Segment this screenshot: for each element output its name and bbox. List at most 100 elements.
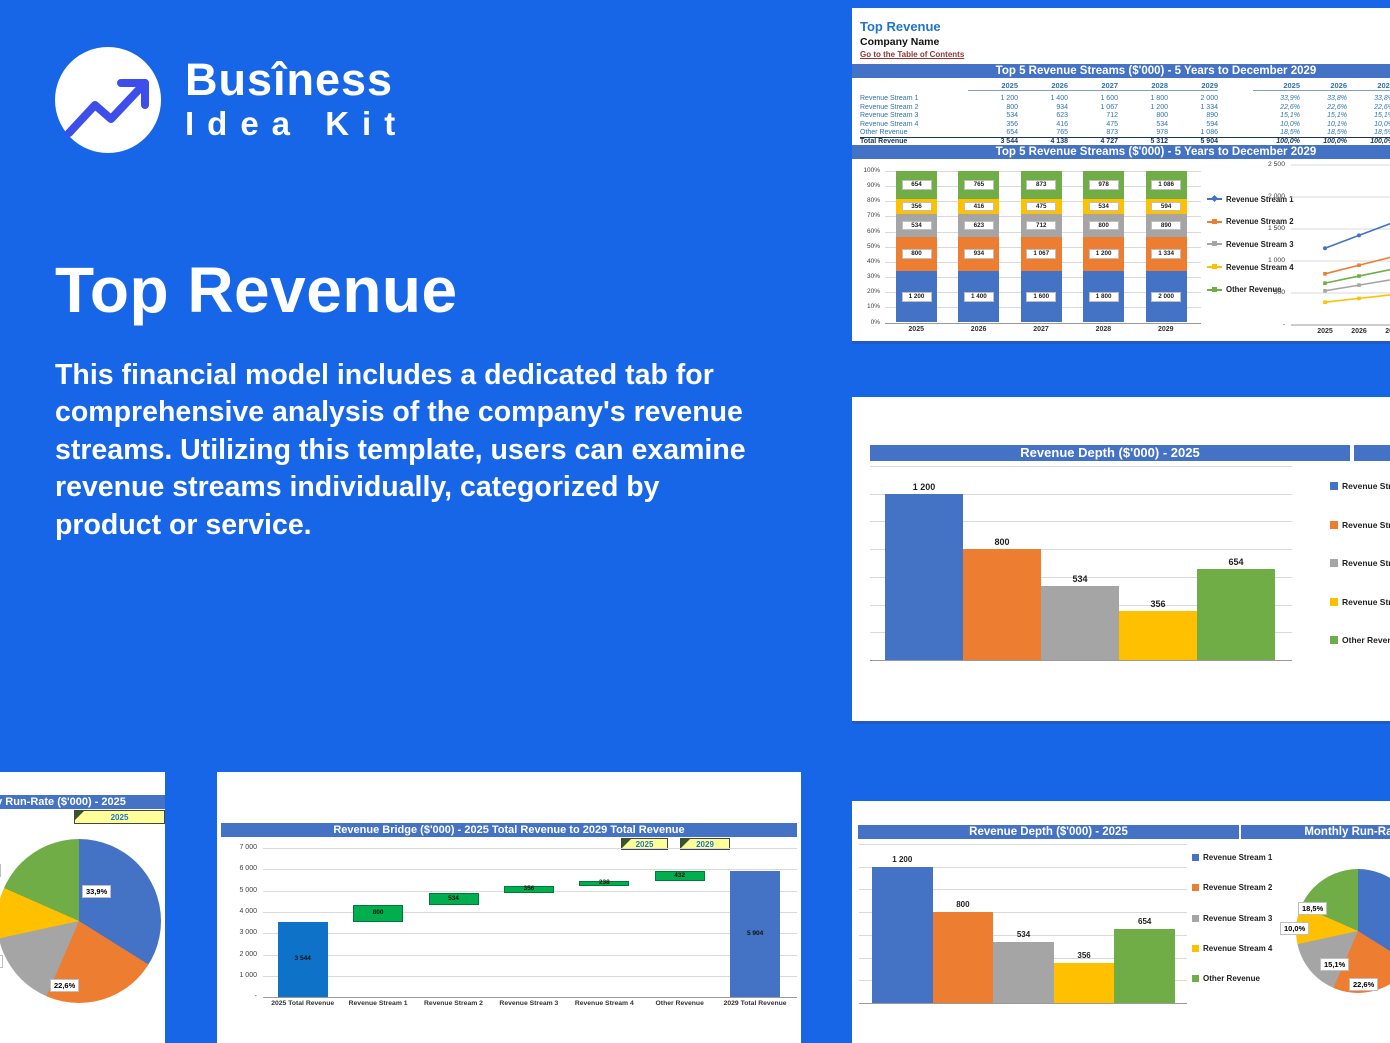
pie-slice-label: 18,5% (1298, 902, 1328, 915)
table-of-contents-link[interactable]: Go to the Table of Contents (860, 50, 965, 59)
table-cell-percent: 10,0% (1374, 120, 1390, 128)
pie-slice-label: 33,9% (82, 885, 112, 898)
revenue-depth-header: Revenue Depth ($'000) - 2025 (870, 445, 1350, 461)
bar-segment-label: 1 200 (1088, 249, 1119, 259)
bridge-bar (654, 871, 705, 881)
line-y-tick-label: 1 000 (1267, 257, 1285, 264)
bar-segment-label: 800 (1088, 220, 1119, 231)
legend-color-swatch (1192, 854, 1199, 861)
table-cell-percent: 15,1% (1374, 112, 1390, 120)
bridge-bar (353, 904, 404, 922)
legend-label: Revenue Stream 2 (1203, 883, 1273, 893)
bar-segment-label: 1 200 (901, 292, 932, 302)
table-pct-year-header: 2027 (1347, 81, 1390, 92)
table-cell-percent: 22,6% (1327, 103, 1347, 111)
legend-item: Revenue Stream 4 (1330, 597, 1390, 607)
bar-segment-label: 534 (1088, 201, 1119, 212)
trend-arrow-icon (65, 79, 149, 137)
brand-name: Busîness Idea Kit (185, 56, 408, 144)
stacked-x-label: 2025 (908, 326, 924, 333)
depth-bar-value: 1 200 (912, 481, 936, 492)
depth-gridline (859, 866, 1187, 868)
bridge-year-from-dropdown[interactable]: 2025 (621, 838, 668, 850)
table-row-label: Other Revenue (860, 128, 908, 136)
stacked-y-tick-label: 30% (866, 273, 880, 281)
legend-label: Revenue Stream 3 (1203, 913, 1273, 923)
depth-bar (932, 912, 994, 1003)
bridge-y-tick-label: - (254, 993, 257, 1001)
legend-item: Revenue Stream 3 (1207, 239, 1294, 249)
legend-color-swatch (1330, 520, 1338, 529)
bridge-bar (277, 921, 328, 997)
table-row-label: Revenue Stream 3 (860, 112, 919, 120)
bar-segment-label: 623 (963, 220, 994, 231)
bar-segment-label: 1 800 (1088, 292, 1119, 302)
brand-name-line1: Busîness (185, 54, 394, 105)
table-cell-value: 800 (1006, 103, 1018, 111)
table-cell-percent: 33,8% (1327, 95, 1347, 103)
bridge-gridline (263, 997, 797, 999)
line-series (1324, 268, 1390, 284)
legend-item: Revenue Stream 2 (1330, 520, 1390, 530)
line-x-label: 2027 (1385, 328, 1390, 335)
table-total-percent: 100,0% (1300, 137, 1347, 146)
year-filter-value: 2025 (110, 812, 129, 822)
line-x-label: 2026 (1351, 328, 1367, 335)
depth-bar-value: 534 (1016, 930, 1031, 940)
depth-bar (963, 549, 1041, 660)
legend-label: Other Revenue (1226, 285, 1282, 295)
depth-bar (1119, 610, 1197, 660)
legend-label: Revenue Stream 3 (1226, 239, 1294, 249)
legend-color-swatch (1330, 482, 1338, 490)
year-filter-dropdown[interactable]: 2025 (74, 810, 165, 824)
legend-label: Other Revenue (1203, 974, 1260, 984)
line-series (1324, 279, 1390, 292)
table-cell-value: 1 067 (1100, 103, 1118, 111)
depth-gridline (859, 889, 1187, 891)
legend-marker (1212, 218, 1217, 224)
depth-gridline (870, 493, 1292, 495)
table-cell-percent: 10,0% (1280, 120, 1300, 128)
table-total-label: Total Revenue (860, 137, 968, 146)
table-row-label: Revenue Stream 4 (860, 120, 919, 128)
table-cell-value: 1 086 (1200, 128, 1218, 136)
legend-line-swatch (1207, 194, 1222, 203)
brand-header: Busîness Idea Kit (55, 47, 408, 153)
table-cell-value: 356 (1006, 120, 1018, 128)
line-marker (1357, 283, 1361, 287)
legend-item: Revenue Stream 4 (1207, 262, 1294, 272)
table-cell-value: 1 800 (1150, 95, 1168, 103)
bar-segment-label: 800 (901, 249, 932, 259)
line-series (1324, 256, 1390, 275)
bar-segment-label: 934 (963, 249, 994, 259)
table-cell-value: 1 400 (1050, 95, 1068, 103)
line-y-tick-label: 500 (1273, 289, 1285, 296)
stacked-x-label: 2026 (970, 326, 987, 333)
line-marker (1357, 263, 1361, 268)
bridge-gridline (263, 954, 797, 956)
bridge-y-tick-label: 2 000 (239, 950, 257, 958)
legend-color-swatch (1192, 944, 1199, 952)
table-cell-percent: 15,1% (1280, 112, 1300, 120)
legend-label: Revenue Stream 2 (1342, 519, 1390, 530)
table-cell-percent: 33,8% (1374, 95, 1390, 103)
bridge-gridline (263, 911, 797, 913)
legend-label: Revenue Stream 3 (1342, 558, 1390, 568)
bridge-gridline (263, 848, 797, 849)
dropdown-corner-mark (622, 839, 631, 848)
table-year-header: 2029 (1168, 81, 1218, 92)
bar-segment-label: 873 (1026, 180, 1057, 190)
panel-monthly-run-rate: Monthly Run-Rate ($'000) - 2025 2025 33,… (0, 772, 165, 1043)
line-chart-legend: Revenue Stream 1 Revenue Stream 2 Revenue … (852, 8, 1390, 341)
bar-segment-label: 1 067 (1026, 249, 1057, 259)
legend-label: Revenue Stream 4 (1342, 596, 1390, 607)
table-cell-value: 1 200 (1000, 95, 1018, 103)
table-cell-percent: 22,6% (1280, 103, 1300, 111)
bar-segment-label: 890 (1151, 220, 1182, 231)
bridge-year-to-dropdown[interactable]: 2029 (680, 838, 730, 850)
pie-slice-label: 22,6% (50, 979, 80, 992)
bridge-bar (730, 871, 781, 997)
legend-label: Other Revenue (1342, 635, 1390, 645)
